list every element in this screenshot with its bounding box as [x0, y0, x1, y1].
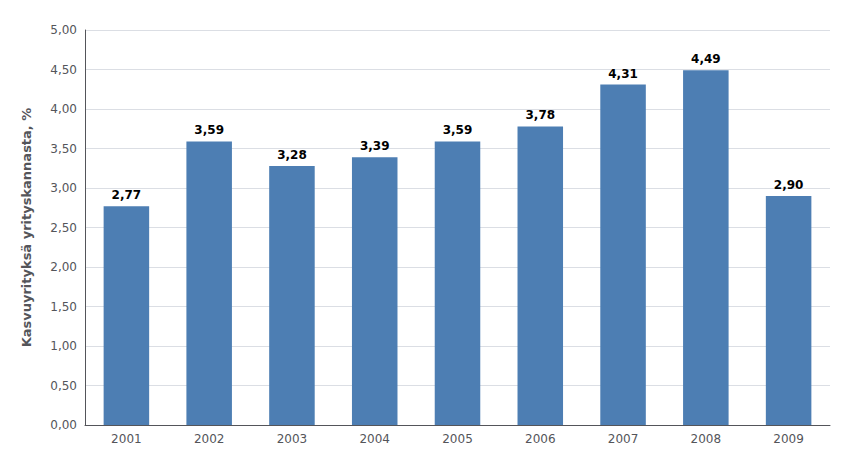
- svg-text:2002: 2002: [194, 432, 225, 446]
- svg-text:2,00: 2,00: [50, 260, 77, 274]
- svg-text:0,50: 0,50: [50, 379, 77, 393]
- svg-text:3,28: 3,28: [277, 148, 307, 162]
- svg-text:2008: 2008: [691, 432, 722, 446]
- svg-text:3,59: 3,59: [194, 123, 224, 137]
- svg-text:2001: 2001: [111, 432, 142, 446]
- svg-text:4,31: 4,31: [608, 67, 638, 81]
- svg-text:3,59: 3,59: [443, 123, 473, 137]
- svg-text:2007: 2007: [608, 432, 639, 446]
- svg-text:Kasvuyrityksä yrityskannasta,: Kasvuyrityksä yrityskannasta, %: [19, 108, 34, 348]
- svg-text:5,00: 5,00: [50, 23, 77, 37]
- svg-text:4,50: 4,50: [50, 63, 77, 77]
- svg-text:3,00: 3,00: [50, 181, 77, 195]
- svg-text:3,78: 3,78: [525, 108, 555, 122]
- svg-text:1,00: 1,00: [50, 339, 77, 353]
- svg-text:2,50: 2,50: [50, 221, 77, 235]
- svg-text:4,49: 4,49: [691, 52, 721, 66]
- svg-text:1,50: 1,50: [50, 300, 77, 314]
- svg-text:4,00: 4,00: [50, 102, 77, 116]
- svg-text:2005: 2005: [442, 432, 473, 446]
- svg-text:2006: 2006: [525, 432, 556, 446]
- svg-text:3,50: 3,50: [50, 142, 77, 156]
- svg-text:2,77: 2,77: [112, 188, 142, 202]
- svg-text:2003: 2003: [277, 432, 308, 446]
- svg-text:3,39: 3,39: [360, 139, 390, 153]
- svg-text:2004: 2004: [359, 432, 390, 446]
- svg-text:2,90: 2,90: [774, 178, 804, 192]
- svg-text:2009: 2009: [773, 432, 804, 446]
- svg-text:0,00: 0,00: [50, 418, 77, 432]
